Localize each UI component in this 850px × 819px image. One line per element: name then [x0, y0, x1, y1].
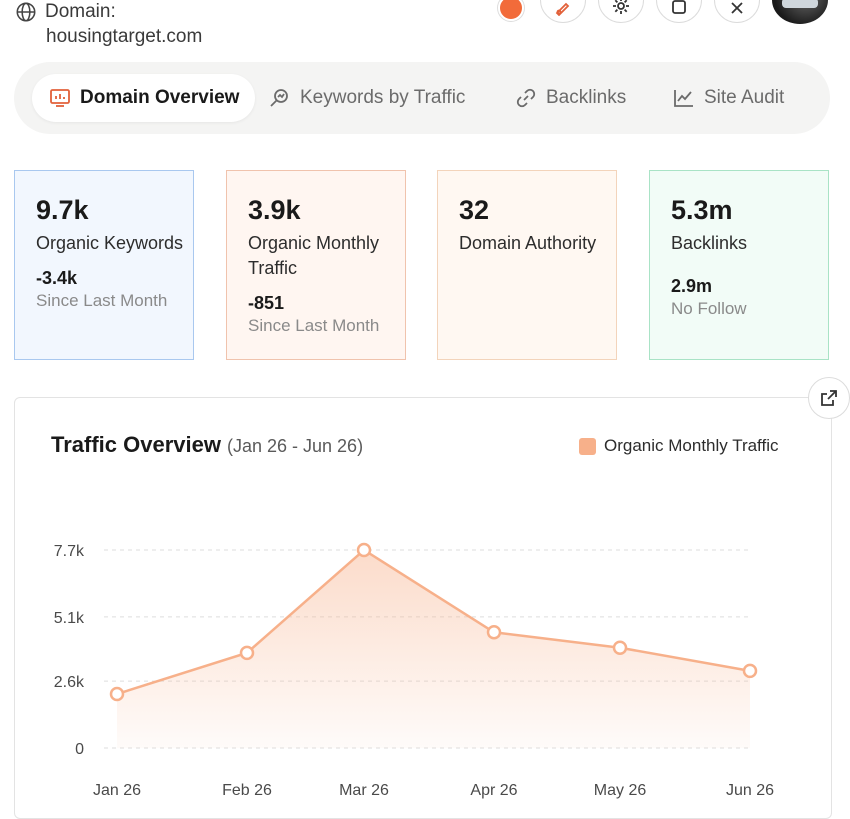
stat-label: Organic Monthly Traffic [248, 233, 380, 278]
stat-value: 5.3m [671, 195, 733, 225]
top-actions [476, 0, 828, 24]
monitor-chart-icon [50, 89, 70, 107]
stat-card-organic-keywords: 9.7k Organic Keywords -3.4k Since Last M… [14, 170, 194, 360]
data-point [239, 645, 255, 661]
stat-value: 3.9k [248, 195, 301, 225]
stat-subtext: Since Last Month [248, 316, 380, 335]
x-tick-label: Jan 26 [93, 782, 141, 799]
edit-button[interactable] [540, 0, 586, 23]
x-tick-label: Jun 26 [726, 782, 774, 799]
link-icon [516, 88, 536, 108]
tab-site-audit[interactable]: Site Audit [672, 74, 784, 122]
gear-icon [613, 0, 629, 14]
tab-domain-overview[interactable]: Domain Overview [32, 74, 256, 122]
x-tick-label: Apr 26 [470, 782, 517, 799]
domain-header: Domain: housingtarget.com [15, 0, 202, 47]
stat-card-backlinks: 5.3m Backlinks 2.9m No Follow [649, 170, 829, 360]
legend-label: Organic Monthly Traffic [604, 436, 779, 455]
stat-value: 9.7k [36, 195, 89, 225]
pen-icon [555, 2, 570, 16]
stat-label: Backlinks [671, 233, 748, 253]
toggle-knob [498, 0, 524, 21]
stat-delta: -3.4k [36, 268, 78, 288]
tab-label: Domain Overview [80, 87, 240, 108]
domain-value: housingtarget.com [46, 26, 203, 47]
tab-label: Backlinks [546, 87, 627, 108]
data-point [486, 625, 502, 640]
stat-label: Domain Authority [459, 233, 597, 253]
chart-legend[interactable]: Organic Monthly Traffic [579, 436, 778, 456]
export-button[interactable] [808, 377, 850, 419]
data-point [356, 542, 372, 558]
stat-value: 32 [459, 195, 490, 225]
legend-swatch [579, 437, 596, 455]
stat-delta: -851 [248, 293, 285, 313]
series-area [117, 550, 750, 748]
stat-card-organic-monthly-traffic: 3.9k Organic Monthly Traffic -851 Since … [226, 170, 406, 360]
tab-label: Site Audit [704, 87, 785, 108]
square-icon [672, 0, 686, 14]
stat-card-domain-authority: 32 Domain Authority [437, 170, 617, 360]
close-icon [731, 2, 743, 14]
external-link-icon [821, 390, 837, 406]
theme-toggle[interactable] [476, 0, 528, 21]
tab-keywords-by-traffic[interactable]: Keywords by Traffic [268, 74, 465, 122]
chart-title: Traffic Overview (Jan 26 - Jun 26) [51, 432, 363, 458]
y-tick-label: 7.7k [54, 543, 85, 560]
stat-delta: 2.9m [671, 276, 713, 296]
data-point [109, 686, 125, 702]
traffic-chart: 0 2.6k 5.1k 7.7k Jan 26 Feb 26 Mar 26 Apr 26 May… [54, 542, 774, 799]
stat-subtext: Since Last Month [36, 291, 168, 310]
x-tick-label: May 26 [594, 782, 647, 799]
line-chart-icon [674, 90, 693, 107]
series-line [116, 548, 751, 696]
chart-title-text: Traffic Overview [51, 432, 221, 457]
keyword-search-icon [270, 89, 288, 107]
domain-label: Domain: [45, 1, 116, 22]
chart-date-range: (Jan 26 - Jun 26) [226, 436, 364, 456]
x-tick-label: Feb 26 [222, 782, 272, 799]
x-tick-label: Mar 26 [339, 782, 389, 799]
y-tick-label: 2.6k [54, 674, 85, 691]
data-point [612, 640, 628, 655]
data-point [742, 663, 758, 679]
tab-bar: Domain Overview Keywords by Traffic Back… [14, 62, 830, 134]
tab-backlinks[interactable]: Backlinks [514, 74, 626, 122]
y-tick-label: 5.1k [54, 610, 85, 627]
stat-label: Organic Keywords [36, 233, 184, 253]
tab-label: Keywords by Traffic [300, 87, 466, 108]
y-tick-label: 0 [75, 741, 84, 758]
globe-icon [16, 2, 36, 22]
stat-subtext: No Follow [671, 299, 747, 318]
